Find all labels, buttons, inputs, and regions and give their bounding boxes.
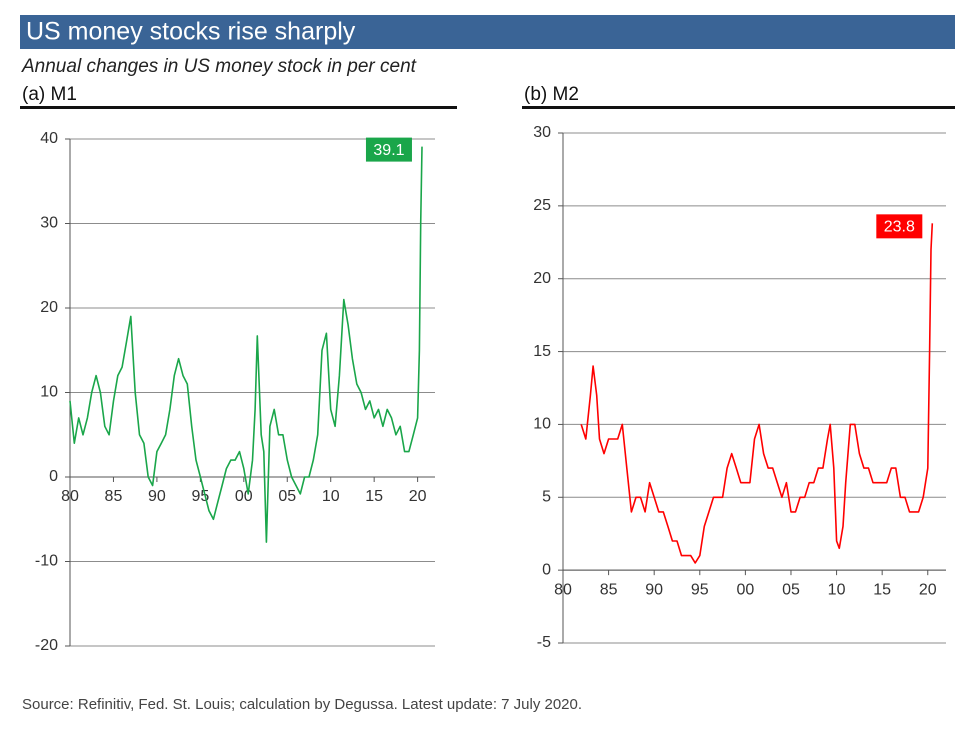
page-subtitle: Annual changes in US money stock in per …: [21, 56, 417, 77]
page-title: US money stocks rise sharply: [26, 18, 356, 46]
y-tick-label: 25: [533, 197, 551, 214]
x-tick-label: 95: [691, 581, 709, 598]
y-tick-label: 30: [40, 215, 58, 232]
x-tick-label: 00: [736, 581, 754, 598]
x-tick-label: 90: [645, 581, 663, 598]
y-tick-label: 10: [40, 384, 58, 401]
panel-rule: [522, 106, 955, 109]
x-tick-label: 80: [554, 581, 572, 598]
x-tick-label: 00: [235, 488, 253, 505]
x-tick-label: 15: [365, 488, 383, 505]
source-note: Source: Refinitiv, Fed. St. Louis; calcu…: [22, 696, 582, 713]
x-tick-label: 05: [278, 488, 296, 505]
x-tick-label: 20: [919, 581, 937, 598]
y-tick-label: 20: [40, 299, 58, 316]
value-label-box: [365, 137, 412, 162]
y-tick-label: 30: [533, 124, 551, 141]
value-label: 39.1: [373, 142, 404, 159]
y-tick-label: 5: [542, 489, 551, 506]
y-tick-label: -5: [537, 634, 551, 651]
x-tick-label: 15: [873, 581, 891, 598]
y-tick-label: 0: [49, 468, 58, 485]
x-tick-label: 10: [828, 581, 846, 598]
x-tick-label: 10: [322, 488, 340, 505]
y-tick-label: 15: [533, 343, 551, 360]
y-tick-label: 20: [533, 270, 551, 287]
y-tick-label: -20: [35, 637, 58, 654]
value-label-box: [876, 214, 923, 239]
y-tick-label: 10: [533, 416, 551, 433]
y-tick-label: -10: [35, 553, 58, 570]
x-tick-label: 85: [105, 488, 123, 505]
panel-title: (a) M1: [22, 84, 77, 105]
title-bar: [20, 15, 955, 49]
data-line: [69, 146, 423, 543]
value-label: 23.8: [884, 219, 915, 236]
x-tick-label: 80: [61, 488, 79, 505]
x-tick-label: 20: [409, 488, 427, 505]
panel-title: (b) M2: [524, 84, 579, 105]
data-line: [580, 223, 934, 564]
y-tick-label: 40: [40, 130, 58, 147]
y-tick-label: 0: [542, 561, 551, 578]
x-tick-label: 90: [148, 488, 166, 505]
x-tick-label: 85: [600, 581, 618, 598]
x-tick-label: 05: [782, 581, 800, 598]
panel-rule: [20, 106, 457, 109]
